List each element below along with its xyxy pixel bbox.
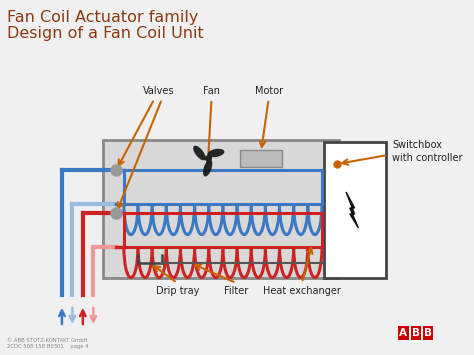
Text: Fan: Fan <box>203 86 220 96</box>
Bar <box>240 150 282 167</box>
Bar <box>324 142 386 278</box>
Text: Valves: Valves <box>143 86 175 96</box>
Text: Design of a Fan Coil Unit: Design of a Fan Coil Unit <box>7 26 203 41</box>
Ellipse shape <box>193 146 206 160</box>
Ellipse shape <box>208 149 224 157</box>
Text: B: B <box>424 328 432 338</box>
Bar <box>398 326 409 340</box>
Text: © ABB STOTZ-KONTAKT GmbH
2CDC 508 158 B0301    page 4: © ABB STOTZ-KONTAKT GmbH 2CDC 508 158 B0… <box>7 338 88 349</box>
Text: A: A <box>400 328 408 338</box>
Polygon shape <box>346 192 358 228</box>
Text: Motor: Motor <box>255 86 283 96</box>
Text: Fan Coil Actuator family: Fan Coil Actuator family <box>7 10 198 25</box>
Text: Switchbox
with controller: Switchbox with controller <box>392 140 463 163</box>
Text: Heat exchanger: Heat exchanger <box>263 286 341 296</box>
Bar <box>103 140 339 278</box>
Text: Filter: Filter <box>224 286 248 296</box>
Bar <box>410 326 421 340</box>
Text: B: B <box>412 328 420 338</box>
Text: Drip tray: Drip tray <box>155 286 199 296</box>
Bar <box>423 326 433 340</box>
Ellipse shape <box>203 159 212 176</box>
